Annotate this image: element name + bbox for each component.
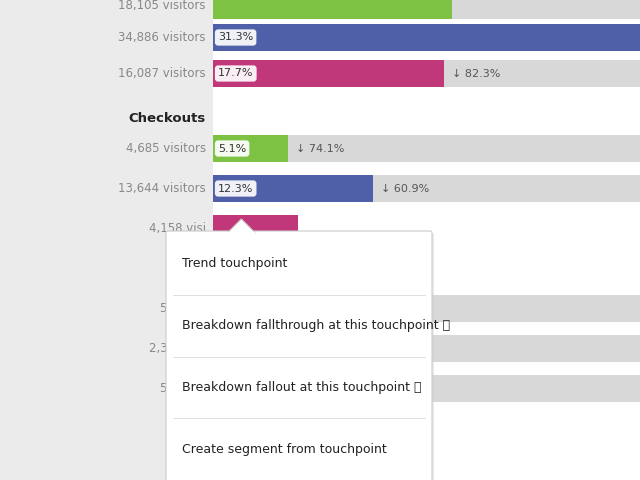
Bar [213, 375, 640, 402]
Text: 2,395 visi: 2,395 visi [149, 342, 206, 355]
Text: 34,886 visitors: 34,886 visitors [118, 31, 206, 44]
Text: ↓ 74.1%: ↓ 74.1% [296, 144, 344, 154]
Bar [213, 215, 298, 242]
Text: ↓ 60.9%: ↓ 60.9% [381, 183, 429, 193]
Bar [213, 175, 373, 202]
Bar [213, 24, 640, 51]
Text: 597 visi: 597 visi [160, 302, 206, 315]
Text: 4,158 visi: 4,158 visi [149, 222, 206, 235]
Text: Trend touchpoint: Trend touchpoint [182, 257, 287, 270]
FancyBboxPatch shape [168, 233, 434, 480]
Polygon shape [227, 219, 255, 233]
Text: Checkouts: Checkouts [129, 111, 206, 124]
Bar [452, 0, 640, 19]
Text: Rev: Rev [178, 271, 206, 284]
Text: 569 visi: 569 visi [160, 382, 206, 395]
Bar [213, 135, 288, 162]
Bar [213, 0, 640, 480]
Bar [213, 60, 444, 87]
Text: ↓ 82.3%: ↓ 82.3% [452, 69, 500, 79]
Text: 5.1%: 5.1% [218, 144, 246, 154]
Text: Breakdown fallthrough at this touchpoint ⓘ: Breakdown fallthrough at this touchpoint… [182, 319, 450, 332]
Bar [213, 295, 640, 322]
Text: Ord: Ord [179, 420, 206, 433]
Text: Create segment from touchpoint: Create segment from touchpoint [182, 443, 387, 456]
FancyBboxPatch shape [166, 231, 432, 480]
Bar [288, 135, 640, 162]
Text: 16,087 visitors: 16,087 visitors [118, 67, 206, 80]
Text: 12.3%: 12.3% [218, 183, 253, 193]
Bar [213, 0, 452, 19]
Bar [213, 335, 640, 362]
Text: 17.7%: 17.7% [218, 69, 253, 79]
Text: 18,105 visitors: 18,105 visitors [118, 0, 206, 12]
Bar [373, 175, 640, 202]
Text: 4,685 visitors: 4,685 visitors [126, 142, 206, 155]
Bar [444, 60, 640, 87]
Text: 13,644 visitors: 13,644 visitors [118, 182, 206, 195]
Text: 31.3%: 31.3% [218, 33, 253, 43]
Text: Breakdown fallout at this touchpoint ⓘ: Breakdown fallout at this touchpoint ⓘ [182, 381, 422, 394]
